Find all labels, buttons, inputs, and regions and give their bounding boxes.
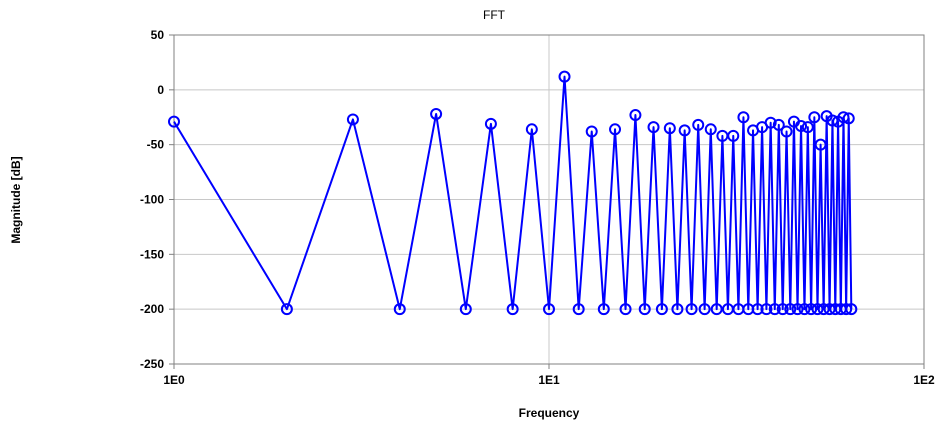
data-point <box>692 118 705 131</box>
x-tick-label: 1E2 <box>913 373 935 387</box>
data-point <box>798 303 811 316</box>
data-point <box>795 120 808 133</box>
y-axis-title: Magnitude [dB] <box>9 156 23 243</box>
data-point <box>506 303 519 316</box>
data-point <box>840 303 853 316</box>
data-point <box>823 303 836 316</box>
data-point <box>698 303 711 316</box>
data-point <box>811 303 824 316</box>
data-point <box>597 303 610 316</box>
data-point <box>168 115 180 128</box>
y-tick-label: -200 <box>140 302 164 316</box>
data-point <box>780 125 793 138</box>
data-point <box>764 116 777 129</box>
data-point <box>808 111 821 124</box>
y-tick-label: -150 <box>140 247 164 261</box>
data-point <box>805 303 818 316</box>
data-point <box>543 303 555 316</box>
data-point <box>609 123 622 136</box>
y-tick-label: -250 <box>140 357 164 371</box>
data-point <box>572 303 585 316</box>
data-point <box>801 121 814 134</box>
data-point <box>727 129 740 142</box>
data-point <box>430 107 443 120</box>
data-point <box>784 303 797 316</box>
x-tick-label: 1E1 <box>538 373 560 387</box>
data-point <box>346 113 359 126</box>
y-tick-label: -50 <box>147 138 165 152</box>
data-point <box>685 303 698 316</box>
data-point <box>837 111 850 124</box>
y-axis: 50 0 -50 -100 -150 -200 -250 <box>140 28 174 371</box>
data-point <box>678 124 691 137</box>
data-point <box>671 303 684 316</box>
data-point <box>663 122 676 135</box>
series-line <box>173 75 853 311</box>
data-point <box>647 121 660 134</box>
data-point <box>826 114 839 127</box>
data-point <box>280 303 293 316</box>
data-point <box>791 303 804 316</box>
x-axis: 1E0 1E1 1E2 <box>163 364 935 387</box>
data-point <box>655 303 668 316</box>
data-point <box>638 303 651 316</box>
y-tick-label: -100 <box>140 193 164 207</box>
data-point <box>393 303 406 316</box>
data-point <box>760 303 773 316</box>
data-point <box>558 70 571 83</box>
data-point <box>817 303 830 316</box>
series-layer <box>168 70 858 316</box>
data-point <box>842 112 855 125</box>
data-point <box>710 303 723 316</box>
y-tick-label: 0 <box>157 83 164 97</box>
data-point <box>845 303 858 316</box>
data-point <box>751 303 764 316</box>
data-point <box>704 123 717 136</box>
data-point <box>525 123 538 136</box>
data-point <box>585 125 598 138</box>
data-point <box>768 303 781 316</box>
chart-title: FFT <box>483 8 506 22</box>
data-point <box>619 303 632 316</box>
data-point <box>814 138 827 151</box>
y-tick-label: 50 <box>151 28 165 42</box>
data-point <box>484 117 497 130</box>
data-point <box>776 303 789 316</box>
data-point <box>629 109 642 122</box>
data-point <box>737 111 750 124</box>
x-axis-title: Frequency <box>519 406 580 420</box>
x-tick-label: 1E0 <box>163 373 185 387</box>
data-point <box>459 303 472 316</box>
data-point <box>772 118 785 131</box>
